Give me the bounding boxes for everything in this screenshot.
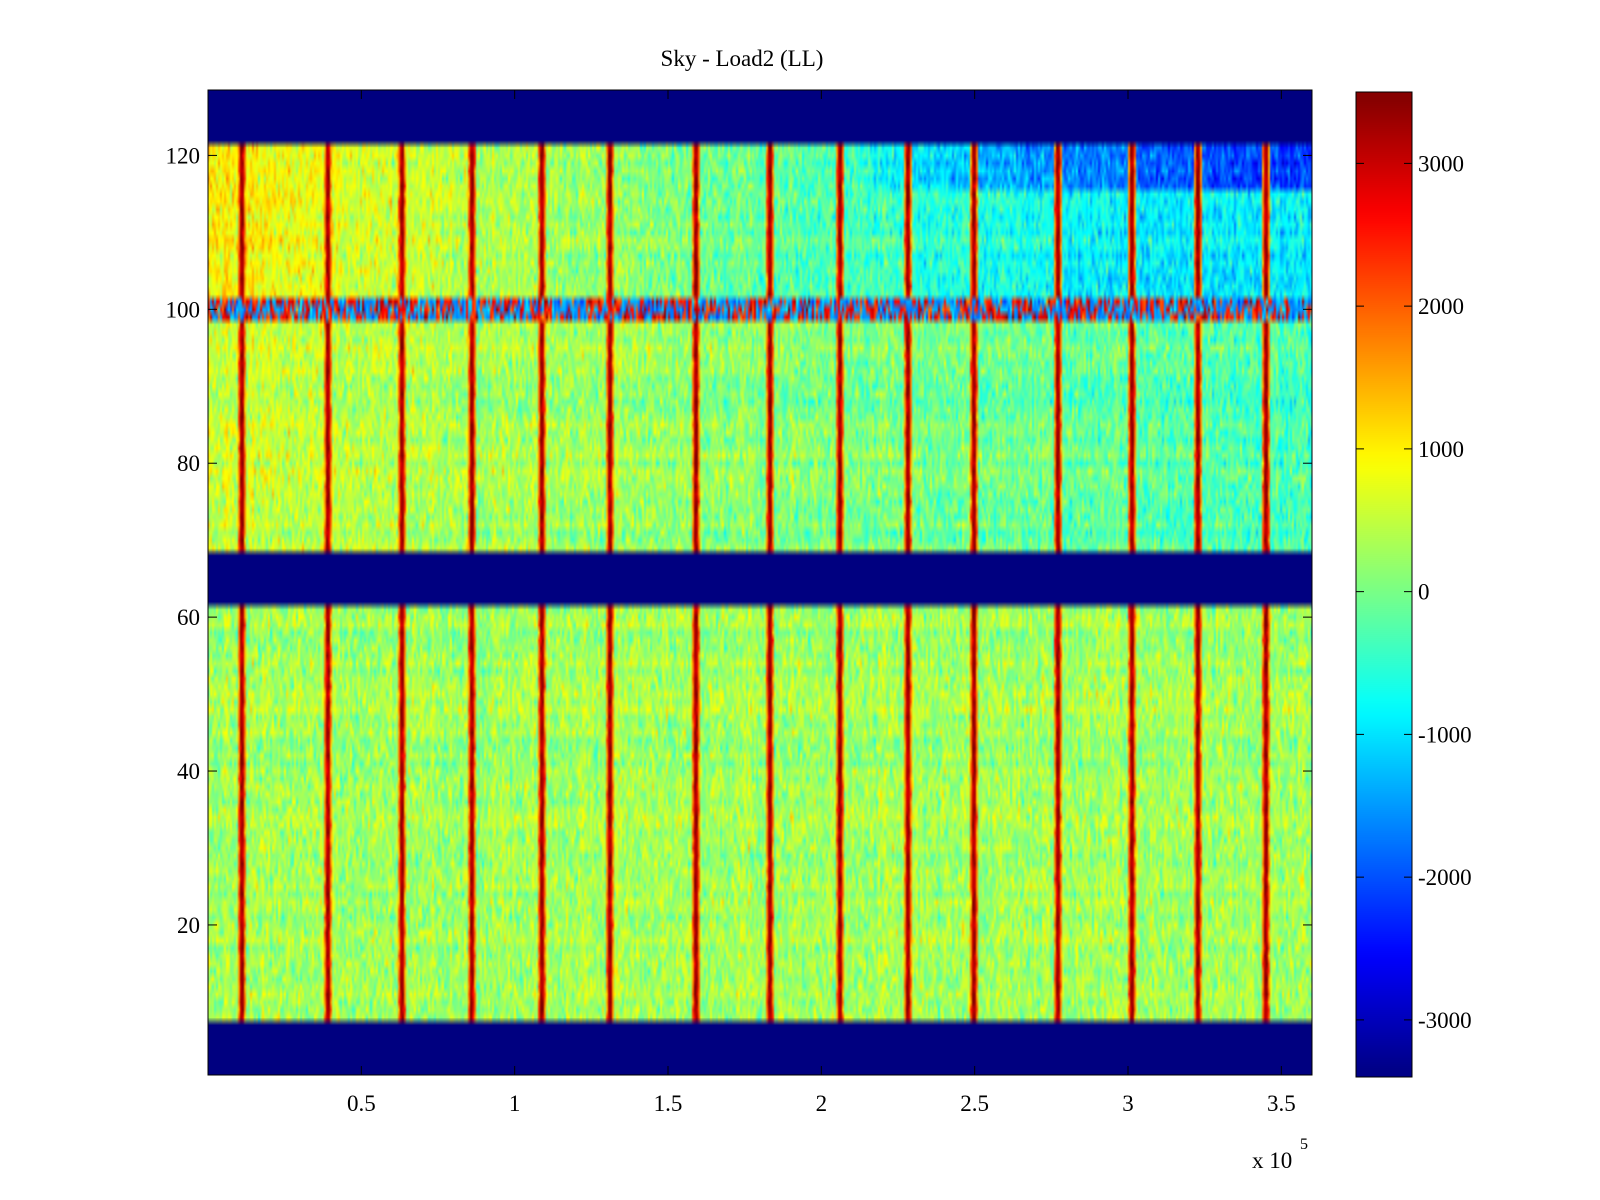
x-tick-label: 2.5 <box>960 1091 989 1116</box>
y-tick-label: 80 <box>177 451 200 476</box>
colorbar: 3000 2000 1000 0 -1000 -2000 -3000 <box>1355 91 1472 1078</box>
x-axis-exponent: x 10 5 <box>1252 1136 1308 1173</box>
y-tick-label: 20 <box>177 913 200 938</box>
x-tick-label: 0.5 <box>347 1091 376 1116</box>
x-tick-label: 3 <box>1122 1091 1134 1116</box>
colorbar-tick-label: 1000 <box>1418 437 1464 462</box>
colorbar-tick-label: 2000 <box>1418 294 1464 319</box>
x-tick-label: 1.5 <box>654 1091 683 1116</box>
chart-title: Sky - Load2 (LL) <box>661 46 824 71</box>
x-tick-label: 3.5 <box>1267 1091 1296 1116</box>
x-exponent-base: x 10 <box>1252 1148 1292 1173</box>
colorbar-tick-label: -2000 <box>1418 865 1472 890</box>
heatmap-plot-area <box>207 89 1313 1076</box>
y-axis: 20 40 60 80 100 120 <box>166 143 1312 938</box>
x-tick-label: 2 <box>816 1091 828 1116</box>
colorbar-gradient <box>1356 92 1412 1077</box>
colorbar-tick-label: 0 <box>1418 580 1430 605</box>
colorbar-tick-label: -1000 <box>1418 722 1472 747</box>
y-tick-label: 40 <box>177 759 200 784</box>
y-tick-label: 60 <box>177 605 200 630</box>
colorbar-tick-label: -3000 <box>1418 1008 1472 1033</box>
plot-frame <box>207 89 1313 1076</box>
y-tick-label: 100 <box>166 297 201 322</box>
x-tick-label: 1 <box>509 1091 521 1116</box>
colorbar-frame <box>1355 91 1413 1078</box>
colorbar-ticks: 3000 2000 1000 0 -1000 -2000 -3000 <box>1356 151 1472 1033</box>
colorbar-tick-label: 3000 <box>1418 151 1464 176</box>
x-exponent-power: 5 <box>1300 1136 1308 1153</box>
heatmap-image <box>208 90 1312 1075</box>
x-axis: 0.5 1 1.5 2 2.5 3 3.5 <box>347 90 1296 1116</box>
y-tick-label: 120 <box>166 143 201 168</box>
